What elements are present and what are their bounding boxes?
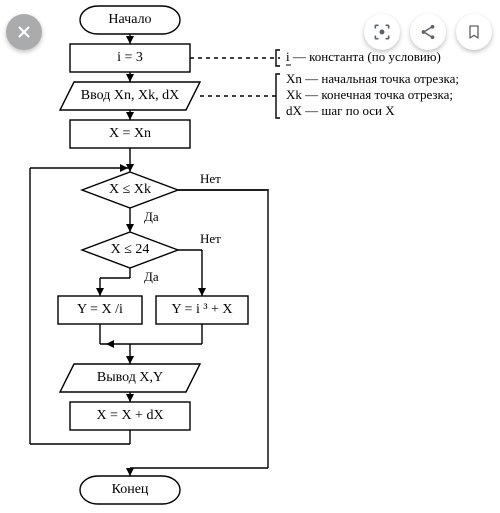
decision-24-label: X ≤ 24 <box>111 242 150 257</box>
bookmark-icon[interactable] <box>456 14 492 50</box>
share-icon[interactable] <box>410 14 446 50</box>
label-yes1: Да <box>144 209 159 224</box>
process-assign-x-label: X = Xn <box>109 126 151 141</box>
io-input-label: Ввод Xn, Xk, dX <box>81 88 179 103</box>
annot-xk: Xk — конечная точка отрезка; <box>286 87 453 102</box>
process-step-label: X = X + dX <box>96 408 163 423</box>
io-output-label: Вывод X,Y <box>97 370 163 385</box>
label-yes2: Да <box>144 269 159 284</box>
annot-xn: Xn — начальная точка отрезка; <box>286 71 459 86</box>
process-init-label: i = 3 <box>117 50 143 65</box>
decision-xk-label: X ≤ Xk <box>109 182 151 197</box>
annot-dx: dX — шаг по оси X <box>286 103 395 118</box>
terminator-end-label: Конец <box>112 482 149 497</box>
process-calc-no-label: Y = i ³ + X <box>171 302 232 317</box>
process-calc-yes-label: Y = X /i <box>77 302 123 317</box>
close-icon[interactable] <box>6 14 42 50</box>
lens-icon[interactable] <box>364 14 400 50</box>
label-no1: Нет <box>200 171 221 186</box>
label-no2: Нет <box>200 231 221 246</box>
